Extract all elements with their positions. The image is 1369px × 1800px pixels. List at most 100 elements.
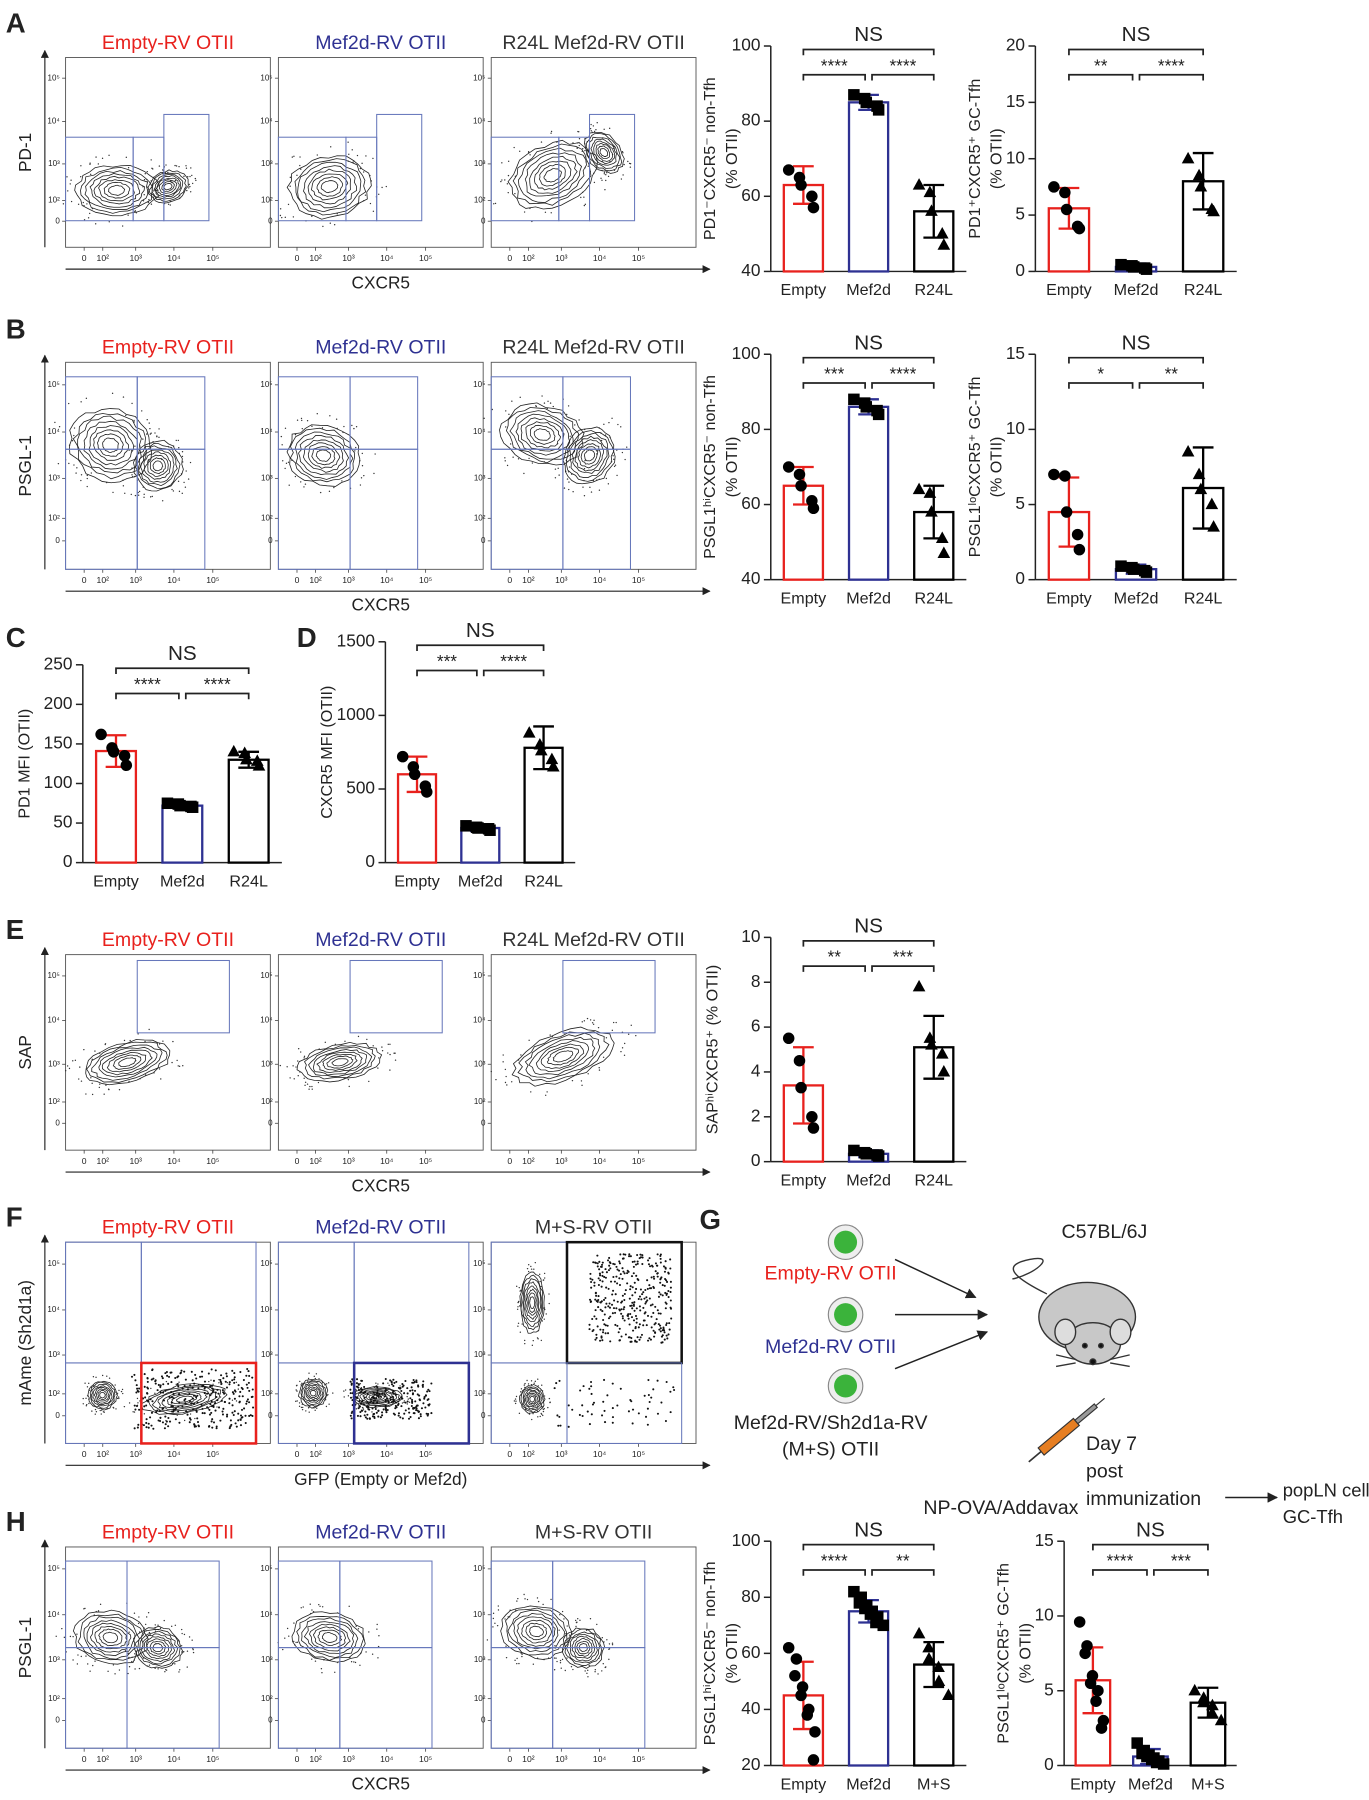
event-dot xyxy=(616,1324,619,1327)
y-axis-label: (% OTII) xyxy=(723,128,741,189)
gate xyxy=(277,1362,355,1444)
event-dot xyxy=(662,1265,666,1268)
event-dot xyxy=(565,1632,567,1635)
event-dot xyxy=(375,1411,378,1414)
event-dot xyxy=(245,1400,248,1403)
event-dot xyxy=(400,1396,403,1399)
event-dot xyxy=(143,1385,146,1388)
event-dot xyxy=(250,1396,253,1399)
event-dot xyxy=(118,1669,121,1671)
event-dot xyxy=(336,1612,339,1614)
y-tick-label: 0 xyxy=(268,1118,273,1127)
event-dot xyxy=(516,1662,518,1665)
event-dot xyxy=(609,1267,612,1270)
x-tick-label: Empty xyxy=(781,589,828,607)
event-dot xyxy=(409,1397,412,1400)
event-dot xyxy=(585,161,587,163)
event-dot xyxy=(146,186,149,188)
event-dot xyxy=(401,1383,404,1386)
event-dot xyxy=(327,1394,329,1396)
event-dot xyxy=(82,1403,84,1405)
event-dot xyxy=(157,1668,159,1670)
event-dot xyxy=(231,1369,234,1372)
data-point xyxy=(186,801,199,813)
event-dot xyxy=(173,1408,177,1411)
y-tick-label: 15 xyxy=(1035,1530,1054,1550)
event-dot xyxy=(669,1286,672,1289)
event-dot xyxy=(238,1395,241,1398)
event-dot xyxy=(152,196,155,199)
event-dot xyxy=(83,1608,85,1610)
event-dot xyxy=(154,1630,157,1632)
event-dot xyxy=(220,1383,223,1386)
event-dot xyxy=(507,160,510,162)
event-dot xyxy=(559,1424,562,1427)
event-dot xyxy=(649,1304,652,1307)
event-dot xyxy=(607,483,610,485)
event-dot xyxy=(106,1375,108,1377)
y-tick-label: 0 xyxy=(481,1716,486,1725)
data-point xyxy=(1181,151,1195,164)
event-dot xyxy=(514,1398,517,1400)
event-dot xyxy=(225,1372,228,1375)
data-point xyxy=(848,1144,860,1157)
event-dot xyxy=(127,1672,129,1675)
event-dot xyxy=(210,1368,213,1371)
event-dot xyxy=(655,1318,658,1321)
event-dot xyxy=(568,466,571,468)
event-dot xyxy=(624,1253,627,1256)
event-dot xyxy=(646,1279,649,1282)
event-dot xyxy=(358,1404,361,1408)
event-dot xyxy=(180,473,183,475)
data-point xyxy=(872,1150,885,1162)
event-dot xyxy=(402,1384,405,1387)
data-point xyxy=(118,750,131,762)
gate xyxy=(136,959,230,1034)
event-dot xyxy=(596,122,598,124)
event-dot xyxy=(368,1417,371,1420)
event-dot xyxy=(352,161,354,164)
x-tick-label: 10⁴ xyxy=(593,1156,607,1166)
significance-label: **** xyxy=(889,55,916,75)
gate xyxy=(562,959,656,1034)
event-dot xyxy=(583,204,586,207)
contour xyxy=(535,1040,589,1073)
event-dot xyxy=(308,1088,310,1090)
event-dot xyxy=(636,1260,639,1263)
contour xyxy=(302,439,344,473)
event-dot xyxy=(370,180,373,182)
event-dot xyxy=(215,1425,218,1428)
x-tick-label: R24L xyxy=(524,872,563,890)
event-dot xyxy=(131,1656,133,1659)
event-dot xyxy=(233,1410,236,1413)
event-dot xyxy=(392,1400,395,1403)
contour xyxy=(151,1386,217,1412)
event-dot xyxy=(201,1370,204,1373)
event-dot xyxy=(94,1408,97,1411)
event-dot xyxy=(602,1400,605,1403)
event-dot xyxy=(224,1380,227,1383)
event-dot xyxy=(305,1410,307,1412)
event-dot xyxy=(350,1417,353,1420)
event-dot xyxy=(613,1299,616,1302)
event-dot xyxy=(623,1292,626,1296)
event-dot xyxy=(540,1339,543,1342)
event-dot xyxy=(193,1423,196,1426)
event-dot xyxy=(287,461,290,463)
contour xyxy=(520,417,565,452)
event-dot xyxy=(410,1404,413,1408)
event-dot xyxy=(196,1417,199,1420)
x-tick-label: 10² xyxy=(309,1449,322,1459)
x-tick-label: Empty xyxy=(93,872,140,890)
event-dot xyxy=(518,1300,520,1303)
event-dot xyxy=(556,442,559,445)
event-dot xyxy=(648,1257,651,1260)
event-dot xyxy=(659,1330,662,1333)
event-dot xyxy=(589,1272,592,1275)
event-dot xyxy=(594,1261,597,1264)
event-dot xyxy=(517,1306,519,1308)
event-dot xyxy=(565,1634,568,1637)
event-dot xyxy=(621,1315,624,1318)
event-dot xyxy=(542,1603,544,1606)
event-dot xyxy=(545,1094,547,1096)
